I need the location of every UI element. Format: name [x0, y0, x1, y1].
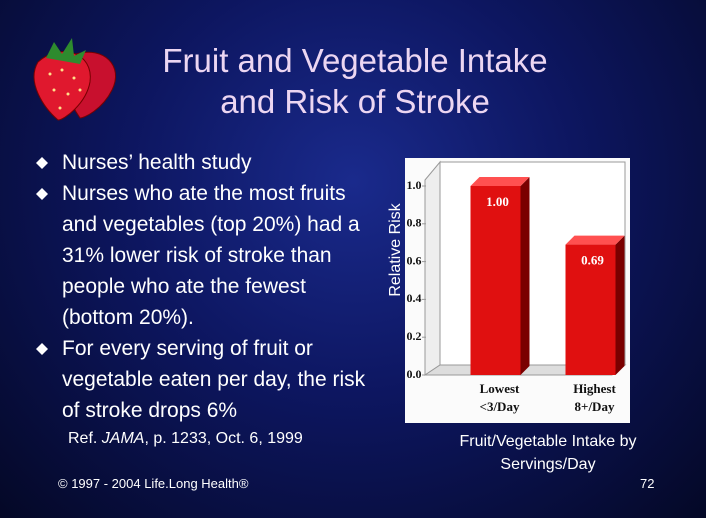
- page-number: 72: [640, 476, 655, 491]
- x-axis-label: Fruit/Vegetable Intake by Servings/Day: [459, 433, 637, 473]
- bullet-text: Nurses’ health study: [62, 151, 252, 174]
- bar-top: [565, 235, 625, 245]
- y-tick-label: 0.6: [407, 253, 422, 267]
- y-axis-label: Relative Risk: [387, 202, 404, 296]
- value-label: 0.69: [581, 253, 604, 268]
- bullet-text: For every serving of fruit or vegetable …: [62, 337, 366, 422]
- reference-journal: JAMA: [101, 430, 145, 447]
- y-tick-label: 1.0: [407, 178, 422, 192]
- x-tick-label: Highest: [573, 381, 616, 396]
- copyright: © 1997 - 2004 Life.Long Health®: [58, 476, 249, 491]
- title-line: Fruit and Vegetable Intake: [162, 42, 548, 79]
- bullet: Nurses who ate the most fruits and veget…: [36, 178, 381, 333]
- reference-text: , p. 1233, Oct. 6, 1999: [144, 430, 303, 447]
- value-label: 1.00: [486, 194, 509, 209]
- x-tick-label: Lowest: [480, 381, 520, 396]
- reference-text: Ref.: [68, 430, 102, 447]
- slide-title: Fruit and Vegetable Intake and Risk of S…: [100, 40, 610, 122]
- bar-top: [470, 177, 530, 186]
- x-tick-label: 8+/Day: [575, 399, 615, 414]
- bar: [470, 186, 521, 375]
- side-wall: [424, 160, 441, 376]
- bar-side: [520, 177, 530, 375]
- y-tick-label: 0.0: [407, 367, 422, 381]
- chart: Relative Risk 0.0 0.2 0.4 0.6 0.8 1.0 1.00 Lowe…: [387, 158, 630, 423]
- y-tick-label: 0.4: [407, 291, 422, 305]
- x-tick-label: <3/Day: [480, 399, 520, 414]
- bullet: Nurses’ health study: [36, 147, 381, 178]
- strawberry-icon: [33, 38, 117, 121]
- bar-side: [615, 235, 625, 375]
- bar: [565, 244, 616, 375]
- bullet-text: Nurses who ate the most fruits and veget…: [62, 182, 360, 329]
- y-tick-label: 0.8: [407, 216, 422, 230]
- bullet-list: Nurses’ health study Nurses who ate the …: [36, 147, 381, 426]
- reference: Ref. JAMA, p. 1233, Oct. 6, 1999: [68, 430, 303, 448]
- title-line: and Risk of Stroke: [220, 83, 490, 120]
- bullet: For every serving of fruit or vegetable …: [36, 333, 381, 426]
- y-tick-label: 0.2: [407, 329, 422, 343]
